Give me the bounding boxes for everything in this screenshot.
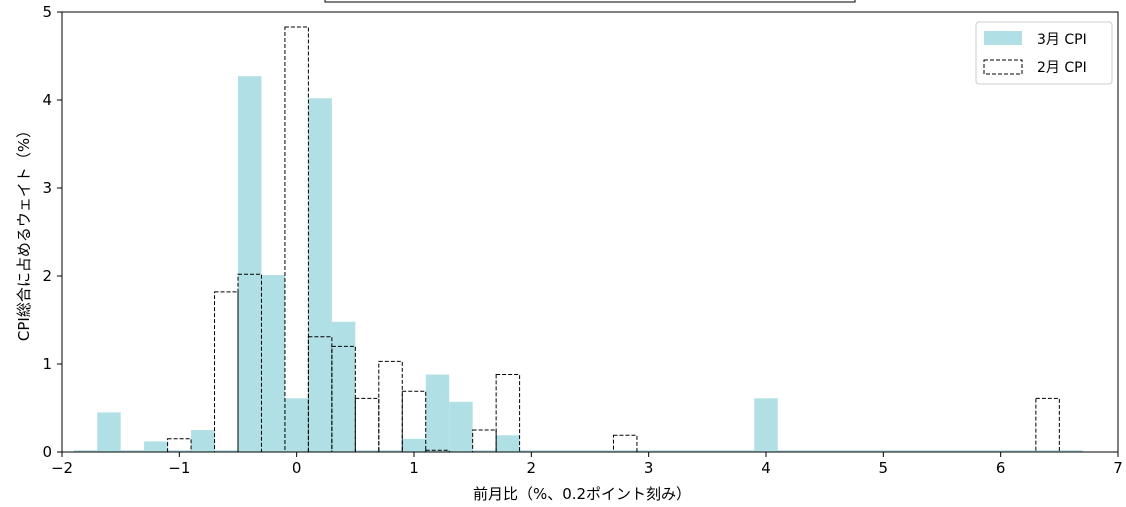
bar-3gatsu (261, 275, 285, 452)
cropped-title-frame (324, 0, 856, 3)
x-tick-label: 3 (644, 459, 654, 477)
bar-3gatsu (449, 401, 473, 452)
x-tick-label: 7 (1113, 459, 1123, 477)
y-tick-label: 4 (42, 91, 52, 109)
y-axis-ticks: 0 1 2 3 4 5 (42, 3, 62, 461)
y-tick-label: 2 (42, 267, 52, 285)
bars-layer (73, 26, 1083, 453)
bar-3gatsu (284, 398, 309, 452)
bar-3gatsu (331, 321, 356, 452)
bar-2gatsu (472, 429, 497, 453)
bar-2gatsu (495, 374, 521, 453)
y-tick-label: 3 (42, 179, 52, 197)
bar-3gatsu (402, 438, 426, 452)
x-tick-label: −1 (168, 459, 190, 477)
bar-2gatsu (284, 26, 309, 453)
x-tick-label: −2 (51, 459, 73, 477)
legend-swatch-3gatsu (984, 31, 1022, 45)
bar-3gatsu (754, 398, 778, 452)
axes-frame (61, 11, 1119, 453)
bar-2gatsu (612, 434, 638, 453)
x-tick-label: 1 (409, 459, 419, 477)
bar-3gatsu (308, 98, 332, 453)
legend: 3月 CPI 2月 CPI (975, 21, 1113, 85)
x-tick-label: 5 (879, 459, 889, 477)
x-tick-label: 4 (761, 459, 771, 477)
bar-3gatsu (144, 441, 168, 452)
x-axis-title: 前月比（%、0.2ポイント刻み） (473, 485, 691, 503)
legend-label-2gatsu: 2月 CPI (1037, 60, 1087, 76)
y-tick-label: 5 (42, 3, 52, 21)
bar-3gatsu (496, 435, 520, 452)
bar-2gatsu (167, 438, 192, 453)
x-tick-label: 0 (292, 459, 302, 477)
x-tick-label: 6 (996, 459, 1006, 477)
bar-3gatsu (97, 412, 121, 452)
legend-label-3gatsu: 3月 CPI (1037, 32, 1087, 48)
x-tick-label: 2 (527, 459, 537, 477)
bar-3gatsu (191, 430, 215, 452)
bar-2gatsu (214, 291, 239, 453)
bar-2gatsu (378, 360, 403, 453)
y-tick-label: 0 (42, 443, 52, 461)
bar-2gatsu (401, 390, 427, 453)
y-axis-title: CPI総合に占めるウェイト（%） (15, 123, 33, 341)
x-axis-ticks: −2 −1 0 1 2 3 4 5 6 7 (51, 452, 1123, 477)
bar-2gatsu (1035, 397, 1060, 453)
y-tick-label: 1 (42, 355, 52, 373)
legend-swatch-2gatsu (983, 59, 1023, 75)
bar-3gatsu (238, 76, 262, 453)
bar-2gatsu (354, 397, 380, 453)
bar-3gatsu (425, 374, 450, 452)
